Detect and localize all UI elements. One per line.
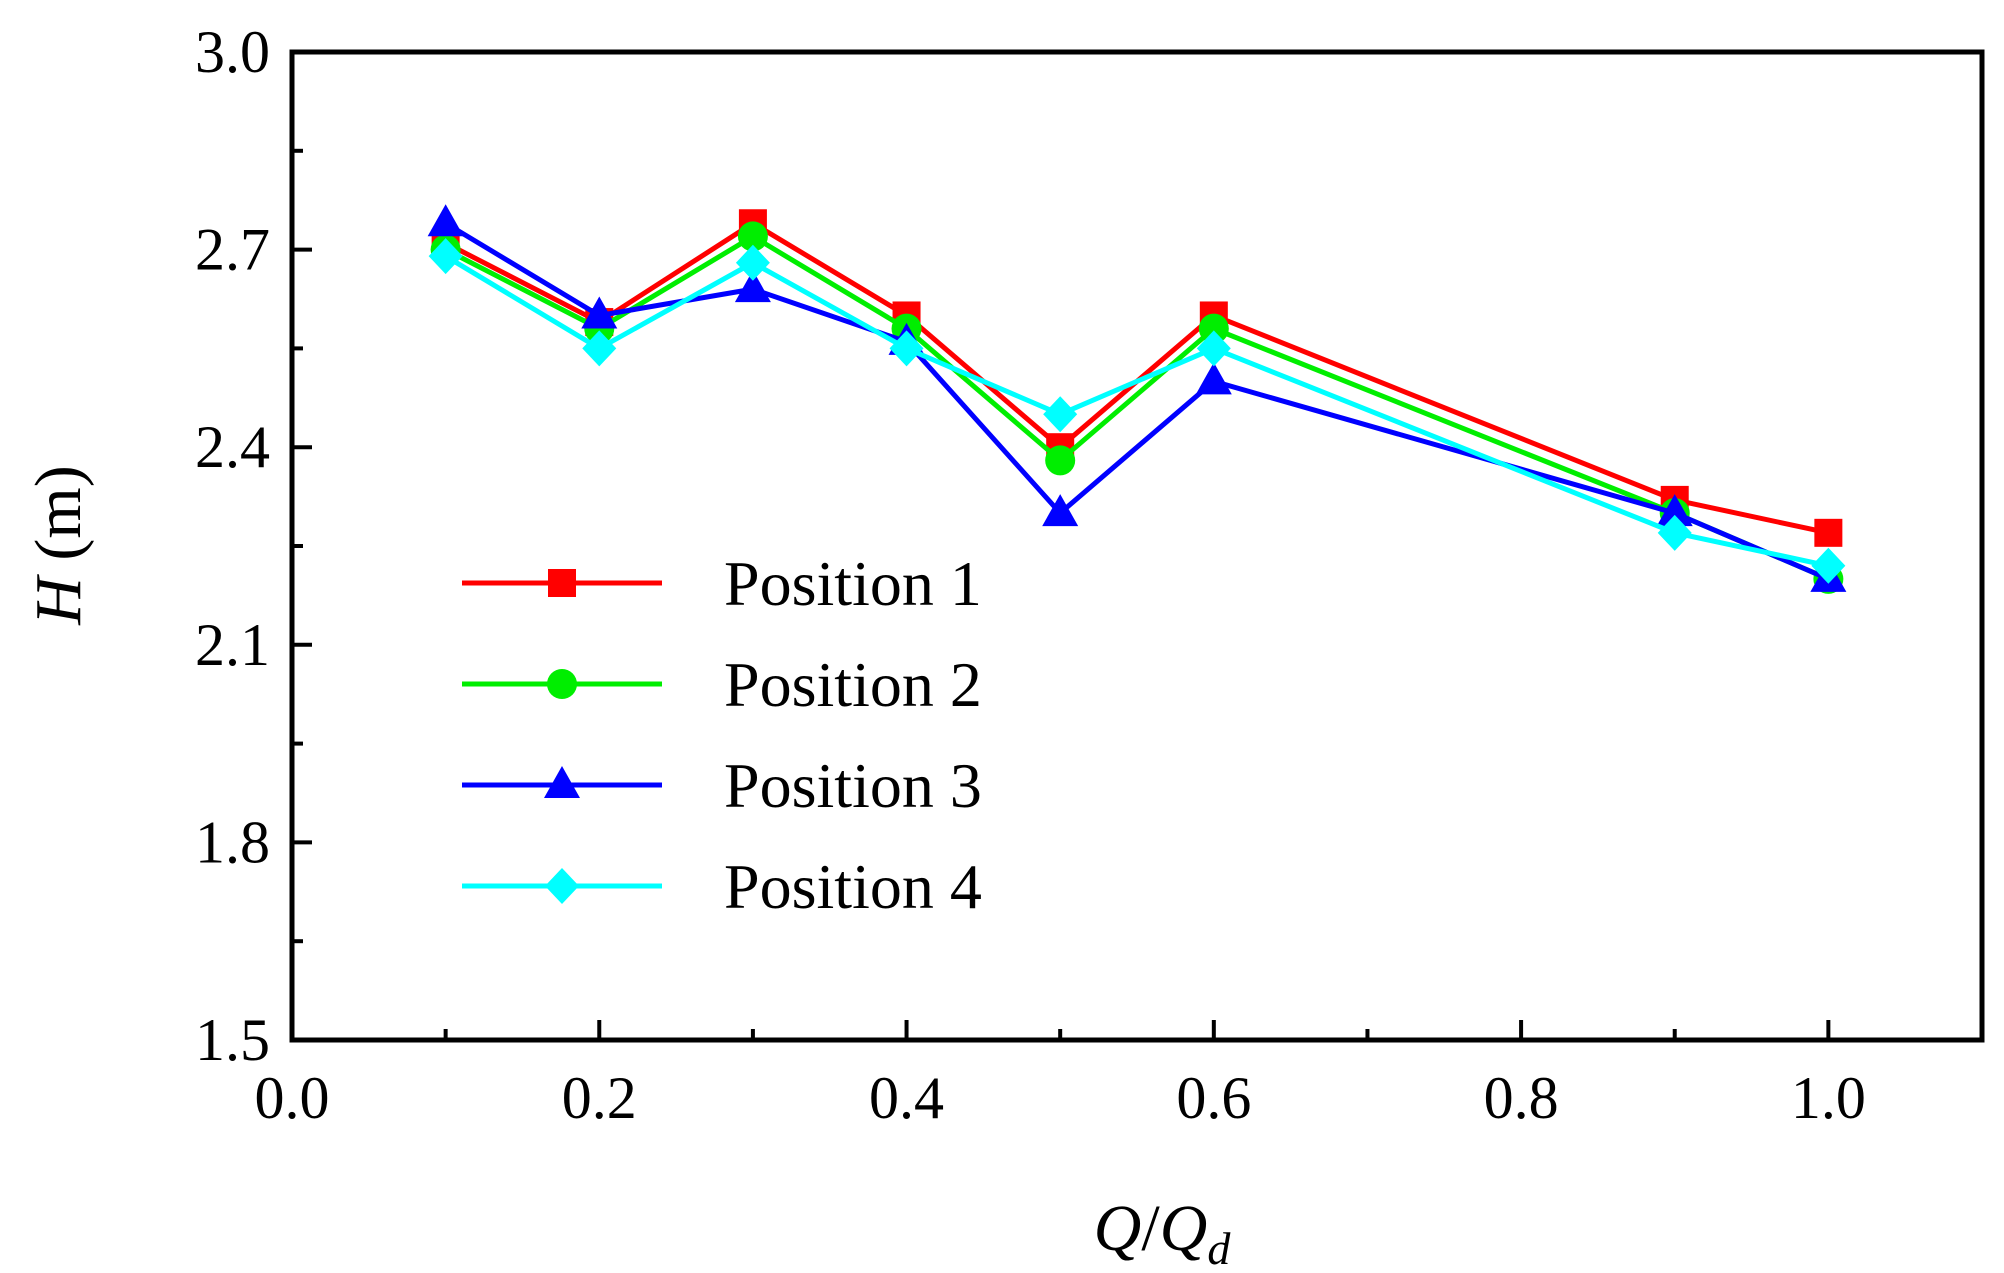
series-1-point [1814, 518, 1843, 547]
series-4-line [444, 254, 1829, 569]
x-tick-label: 1.0 [1791, 1065, 1866, 1131]
y-tick-label: 1.5 [195, 1007, 270, 1073]
y-tick-label: 2.1 [195, 612, 270, 678]
series-3-line [444, 221, 1830, 582]
y-axis-title: H (m) [22, 465, 95, 625]
series-4-point [1196, 330, 1231, 367]
series-4-point [735, 244, 770, 281]
legend-label: Position 3 [724, 750, 982, 821]
series-2-point [1198, 313, 1229, 344]
series-4-point [1043, 396, 1078, 433]
series-layer [427, 204, 1847, 594]
legend-item-1: Position 1 [462, 548, 982, 619]
series-4-point [582, 330, 617, 367]
x-tick-label: 0.6 [1176, 1065, 1251, 1131]
legend-swatch-marker [548, 569, 576, 597]
series-2-point [737, 221, 768, 252]
y-axis: 1.5 1.8 2.1 2.4 2.7 3.0 [195, 19, 312, 1073]
series-1-line [444, 220, 1829, 536]
y-tick-label: 1.8 [195, 809, 270, 875]
series-3-point [1042, 494, 1079, 527]
legend-item-2: Position 2 [462, 649, 982, 720]
legend-label: Position 4 [724, 851, 982, 922]
y-tick-label: 2.4 [195, 414, 270, 480]
series-3 [427, 204, 1847, 592]
legend-label: Position 1 [724, 548, 982, 619]
series-4-point [1657, 514, 1692, 551]
series-3-point [1195, 362, 1232, 395]
series-2-point [1045, 445, 1076, 476]
x-tick-label: 0.4 [869, 1065, 944, 1131]
x-axis-title: Q/Qd [1094, 1192, 1232, 1273]
legend-swatch-marker [544, 766, 580, 798]
series-4-point [1811, 547, 1846, 584]
series-4-point [428, 238, 463, 275]
y-tick-label: 3.0 [195, 19, 270, 85]
x-axis: 0.0 0.2 0.4 0.6 0.8 1.0 [255, 1020, 1866, 1131]
x-tick-label: 0.0 [255, 1065, 330, 1131]
series-4-point [889, 330, 924, 367]
y-tick-label: 2.7 [195, 217, 270, 283]
legend: Position 1 Position 2 Position 3 Position 4 [462, 548, 982, 922]
x-tick-label: 0.2 [562, 1065, 637, 1131]
series-3-point [427, 204, 464, 237]
series-3-point [734, 270, 771, 303]
series-3-point [581, 296, 618, 329]
legend-label: Position 2 [724, 649, 982, 720]
legend-item-4: Position 4 [462, 851, 982, 922]
series-3-point [1656, 494, 1693, 527]
x-tick-label: 0.8 [1484, 1065, 1559, 1131]
legend-swatch-marker [545, 868, 579, 904]
series-4 [428, 238, 1846, 584]
legend-item-3: Position 3 [462, 750, 982, 821]
legend-swatch-marker [547, 669, 577, 699]
series-2 [430, 221, 1844, 594]
